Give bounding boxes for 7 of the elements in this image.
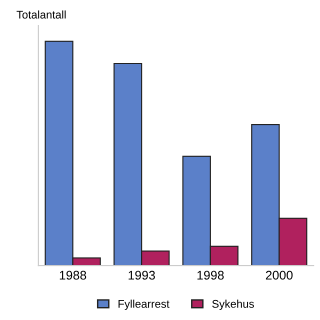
- x-tick-label: 1988: [60, 270, 86, 280]
- x-tick-label: 1998: [197, 270, 224, 280]
- legend-label: Fyllearrest: [118, 300, 170, 310]
- x-tick-label: 1993: [128, 270, 155, 280]
- y-axis-title: Totalantall: [16, 10, 66, 19]
- legend-label: Sykehus: [212, 300, 254, 310]
- x-tick-label: 2000: [266, 270, 293, 280]
